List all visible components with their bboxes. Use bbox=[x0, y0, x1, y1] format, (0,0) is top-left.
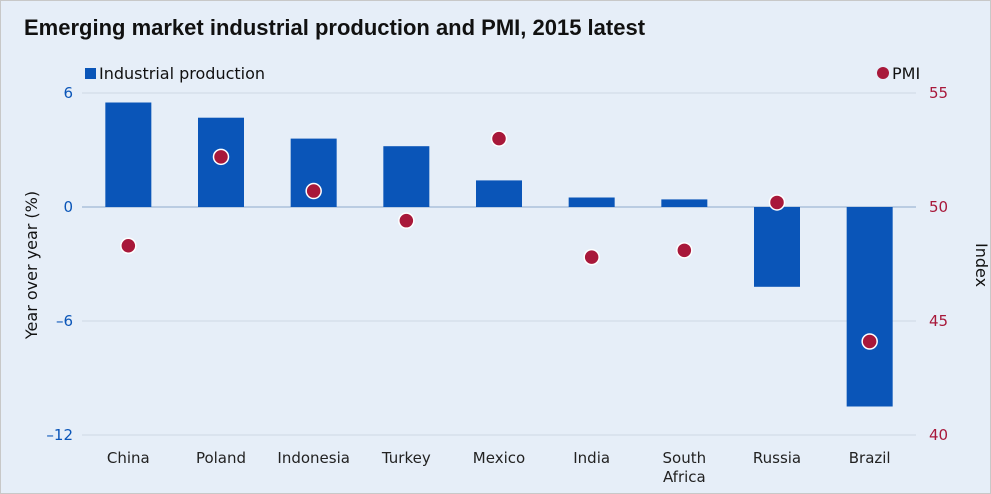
bar-series bbox=[105, 102, 893, 407]
dot-poland bbox=[212, 148, 230, 166]
x-tick-label: Turkey bbox=[381, 449, 431, 467]
dot-south-africa bbox=[676, 242, 693, 259]
x-tick-label: Russia bbox=[753, 449, 801, 467]
bar-india bbox=[568, 197, 615, 207]
chart-title: Emerging market industrial production an… bbox=[24, 15, 646, 40]
y-left-tick-label: –6 bbox=[56, 312, 73, 330]
y-right-tick-label: 55 bbox=[929, 84, 948, 102]
x-tick-label: Indonesia bbox=[277, 449, 350, 467]
dot-india bbox=[583, 248, 600, 266]
y-axis-right-title: Index bbox=[972, 243, 991, 287]
x-tick-label: Brazil bbox=[849, 449, 891, 467]
y-right-tick-label: 45 bbox=[929, 312, 948, 330]
bar-brazil bbox=[846, 207, 893, 407]
y-axis-right: 55 50 45 40 bbox=[929, 84, 948, 444]
legend-label-industrial-production: Industrial production bbox=[99, 64, 265, 83]
legend-industrial-production: Industrial production bbox=[85, 64, 265, 83]
x-tick-label: Mexico bbox=[473, 449, 525, 467]
bar-turkey bbox=[383, 146, 430, 207]
bar-south-africa bbox=[661, 199, 708, 207]
x-tick-label: South Africa bbox=[663, 449, 707, 486]
x-tick-label: India bbox=[573, 449, 610, 467]
legend-bar-swatch bbox=[85, 68, 96, 79]
y-right-tick-label: 50 bbox=[929, 198, 948, 216]
legend-dot-swatch bbox=[877, 67, 889, 79]
y-left-tick-label: 6 bbox=[63, 84, 73, 102]
x-tick-label: Poland bbox=[196, 449, 246, 467]
legend-label-pmi: PMI bbox=[892, 64, 920, 83]
bar-mexico bbox=[476, 180, 522, 207]
dot-china bbox=[120, 237, 137, 255]
dot-mexico bbox=[490, 130, 508, 147]
dot-indonesia bbox=[305, 182, 322, 200]
y-left-tick-label: 0 bbox=[63, 198, 73, 216]
legend-pmi: PMI bbox=[877, 64, 920, 83]
dot-series bbox=[120, 130, 878, 350]
dot-turkey bbox=[398, 212, 415, 229]
x-axis: China Poland Indonesia Turkey Mexico India Sou… bbox=[107, 449, 891, 486]
dot-russia bbox=[768, 194, 786, 211]
y-axis-left-title: Year over year (%) bbox=[22, 191, 41, 340]
bar-china bbox=[105, 102, 152, 207]
y-left-tick-label: –12 bbox=[46, 426, 73, 444]
x-tick-label: China bbox=[107, 449, 150, 467]
y-right-tick-label: 40 bbox=[929, 426, 948, 444]
bar-russia bbox=[754, 207, 800, 287]
dot-brazil bbox=[861, 333, 878, 350]
y-axis-left: 6 0 –6 –12 bbox=[46, 84, 73, 444]
